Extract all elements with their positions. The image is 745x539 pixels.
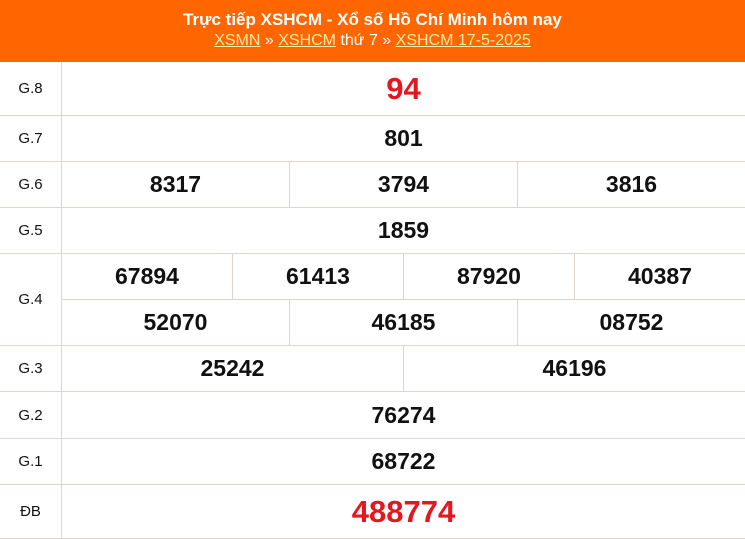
prize-number: 68722	[371, 448, 436, 474]
prize-label: ĐB	[0, 485, 62, 538]
breadcrumb-xshcm-link[interactable]: XSHCM	[278, 32, 336, 49]
prize-number: 3794	[289, 162, 517, 207]
prize-row: G.2 76274	[0, 392, 745, 439]
prize-row: G.1 68722	[0, 439, 745, 485]
prize-number: 61413	[232, 254, 403, 299]
prize-number: 52070	[143, 309, 208, 335]
breadcrumb-date-link[interactable]: XSHCM 17-5-2025	[395, 32, 531, 49]
prize-row: ĐB 488774	[0, 485, 745, 539]
prize-row: G.6 8317 3794 3816	[0, 162, 745, 208]
prize-label: G.1	[0, 439, 62, 484]
results-table: G.8 94 G.7 801 G.6 8317 3794 3816 G.5 1859 G.4 6789…	[0, 62, 745, 539]
prize-label: G.2	[0, 392, 62, 438]
prize-row: G.4 67894 61413 87920 40387 52070 46185 08752	[0, 254, 745, 346]
prize-number: 46196	[403, 346, 745, 391]
breadcrumb-separator: »	[382, 32, 396, 49]
breadcrumb: XSMN » XSHCM thứ 7 » XSHCM 17-5-2025	[0, 31, 745, 51]
prize-number: 76274	[371, 401, 436, 428]
prize-row: G.3 25242 46196	[0, 346, 745, 392]
prize-label: G.6	[0, 162, 62, 207]
prize-number: 87920	[403, 254, 574, 299]
prize-number: 1859	[377, 217, 430, 243]
prize-row: G.7 801	[0, 116, 745, 162]
prize-number: 801	[384, 125, 423, 151]
prize-number: 3816	[517, 162, 745, 207]
prize-number: 46185	[289, 300, 517, 345]
prize-label: G.7	[0, 116, 62, 161]
prize-number: 94	[386, 70, 421, 106]
prize-label: G.4	[0, 254, 62, 345]
prize-number: 08752	[517, 300, 745, 345]
prize-label: G.5	[0, 208, 62, 253]
breadcrumb-xsmn-link[interactable]: XSMN	[214, 32, 261, 49]
prize-row: G.8 94	[0, 62, 745, 116]
prize-number: 67894	[115, 263, 179, 289]
prize-number: 25242	[200, 355, 265, 381]
prize-label: G.3	[0, 346, 62, 391]
breadcrumb-separator: »	[260, 32, 279, 49]
prize-number: 40387	[574, 254, 745, 299]
prize-number: 8317	[149, 171, 202, 197]
prize-number: 488774	[351, 493, 456, 529]
prize-row: G.5 1859	[0, 208, 745, 254]
breadcrumb-day: thứ 7	[336, 32, 383, 49]
page-header: Trực tiếp XSHCM - Xổ số Hồ Chí Minh hôm …	[0, 0, 745, 62]
prize-label: G.8	[0, 62, 62, 115]
page-title: Trực tiếp XSHCM - Xổ số Hồ Chí Minh hôm …	[183, 10, 562, 29]
